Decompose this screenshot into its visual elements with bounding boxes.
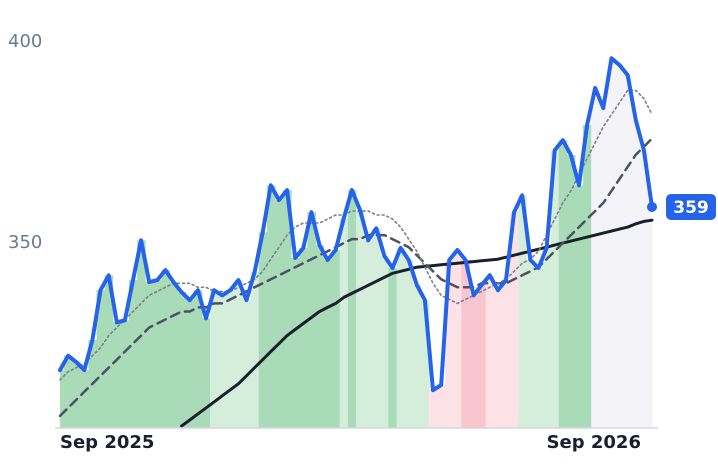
area-segment <box>428 390 438 428</box>
area-segment <box>96 290 106 428</box>
area-segment <box>396 247 406 428</box>
y-tick-label: 350 <box>8 232 42 253</box>
area-segment <box>437 384 446 428</box>
series-line <box>180 218 654 428</box>
area-segment <box>404 260 414 428</box>
area-segment <box>185 300 195 428</box>
area-segment <box>623 75 633 428</box>
area-segment <box>356 210 365 428</box>
area-segment <box>631 120 641 428</box>
area-segment <box>323 260 333 428</box>
area-segment <box>64 355 73 428</box>
area-segment <box>234 280 243 428</box>
area-segment <box>526 260 535 428</box>
area-segment <box>510 212 519 428</box>
area-segment <box>210 290 219 428</box>
area-fills <box>60 58 653 429</box>
area-segment <box>558 140 568 428</box>
area-segment <box>445 260 454 428</box>
area-segment <box>583 124 592 428</box>
y-tick-label: 400 <box>8 31 42 52</box>
area-segment <box>331 249 341 428</box>
area-segment <box>177 292 187 428</box>
area-segment <box>72 362 81 428</box>
area-segment <box>307 212 316 428</box>
series-line <box>59 89 653 381</box>
area-segment <box>242 300 252 428</box>
area-segment <box>80 370 89 428</box>
area-segment <box>388 268 398 428</box>
x-tick-label: Sep 2026 <box>547 432 641 453</box>
area-segment <box>534 268 544 428</box>
area-segment <box>453 249 462 428</box>
area-segment <box>485 275 495 428</box>
area-segment <box>112 322 122 428</box>
area-segment <box>266 185 276 428</box>
area-segment <box>469 295 479 428</box>
area-segment <box>250 272 260 428</box>
area-segment <box>274 200 284 428</box>
area-segment <box>201 318 211 428</box>
x-tick-label: Sep 2025 <box>60 432 154 453</box>
area-segment <box>591 88 600 428</box>
area-segment <box>574 185 584 428</box>
area-segment <box>137 240 146 428</box>
area-segment <box>128 280 138 428</box>
area-segment <box>347 190 357 428</box>
area-segment <box>218 295 227 428</box>
area-segment <box>372 228 381 428</box>
area-segment <box>542 247 552 428</box>
area-segment <box>461 260 471 428</box>
area-segment <box>364 240 373 428</box>
area-segment <box>120 320 130 428</box>
area-segment <box>477 284 487 428</box>
area-segment <box>315 245 325 428</box>
last-point <box>647 201 657 212</box>
area-segment <box>193 290 203 428</box>
area-segment <box>566 155 576 428</box>
area-segment <box>169 282 179 428</box>
lines <box>58 56 654 428</box>
price-badge <box>666 193 716 220</box>
area-segment <box>607 58 617 428</box>
area-segment <box>258 232 268 428</box>
area-segment <box>647 206 653 428</box>
area-segment <box>283 190 292 428</box>
area-segment <box>518 195 527 428</box>
area-segment <box>501 280 511 428</box>
area-segment <box>380 255 389 428</box>
area-segment <box>420 300 430 428</box>
area-segment <box>153 280 162 428</box>
area-segment <box>104 275 114 428</box>
area-segment <box>599 108 608 428</box>
area-segment <box>550 150 560 429</box>
area-segment <box>493 290 503 428</box>
series-line <box>58 137 654 418</box>
price-badge-label: 359 <box>673 198 709 218</box>
area-segment <box>226 290 235 428</box>
area-segment <box>639 150 649 429</box>
area-segment <box>299 247 308 428</box>
area-segment <box>60 370 65 428</box>
area-segment <box>339 218 349 428</box>
area-segment <box>291 258 300 428</box>
area-segment <box>145 282 154 428</box>
area-segment <box>412 284 422 428</box>
area-segment <box>161 270 170 428</box>
series-line <box>58 56 654 393</box>
area-segment <box>615 65 625 429</box>
